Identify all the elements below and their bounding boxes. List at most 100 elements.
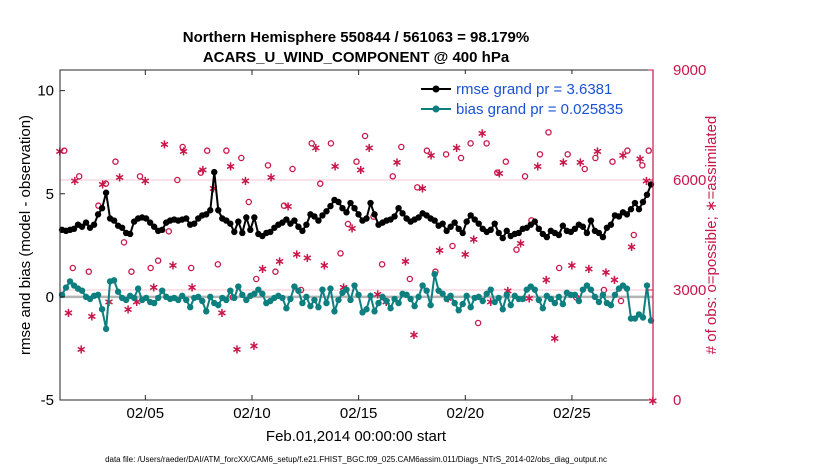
obs-possible-marker [136,173,144,180]
bias-point [62,284,70,291]
bias-point [551,299,559,307]
obs-possible-marker [545,129,552,136]
obs-assimilated-marker: ∗ [283,200,294,215]
rmse-point [299,227,306,235]
bias-point [351,282,358,289]
right-tick-label: 3000 [673,282,706,299]
bias-point [379,293,386,301]
rmse-point [487,226,494,234]
bias-point [255,286,262,293]
bias-point [631,315,639,322]
bias-point [531,286,539,293]
bias-point [142,294,150,302]
rmse-point [491,220,498,227]
x-tick-label: 02/05 [127,405,165,422]
bias-point [235,283,242,290]
bias-point [519,295,526,303]
obs-possible-marker [592,154,599,162]
bias-point [463,292,470,300]
obs-assimilated-marker: ∗ [575,156,586,171]
obs-assimilated-marker: ∗ [148,280,159,295]
obs-assimilated-marker: ∗ [618,148,629,163]
rmse-point [323,208,330,215]
obs-possible-marker [187,264,195,272]
rmse-point [303,221,310,228]
rmse-point [515,229,522,237]
rmse-point [319,212,326,219]
bias-point [447,292,454,300]
obs-possible-marker [521,173,529,180]
rmse-point [615,213,623,220]
obs-assimilated-marker: ∗ [114,170,125,185]
obs-assimilated-marker: ∗ [372,288,383,303]
obs-assimilated-marker: ∗ [330,159,341,174]
rmse-point [239,229,246,237]
legend-rmse-label: rmse grand pr = 3.6381 [456,81,612,98]
bias-point [239,291,246,299]
bias-point [287,295,294,303]
rmse-point [471,216,478,223]
obs-possible-marker [494,169,501,176]
bias-point [343,286,350,293]
obs-possible-marker [203,147,211,154]
bias-point [243,296,250,304]
obs-assimilated-marker: ∗ [302,251,313,266]
rmse-point [371,211,378,218]
obs-assimilated-marker: ∗ [609,273,620,288]
obs-possible-marker [442,151,450,158]
bias-point [611,291,619,299]
right-tick-label: 0 [673,392,681,409]
bias-point [503,291,510,299]
bias-point [299,299,306,307]
obs-assimilated-marker: ∗ [468,233,479,248]
bias-point [467,303,474,311]
rmse-point [355,211,362,218]
right-tick-label: 9000 [673,62,706,79]
rmse-point [102,189,110,196]
rmse-point [579,223,587,230]
bias-point [367,292,374,300]
bias-point [158,287,166,294]
bias-point [291,283,298,290]
obs-possible-marker [457,154,465,162]
bias-point [279,294,286,302]
data-file-footnote: data file: /Users/raeder/DAI/ATM_forcXX/… [105,455,607,464]
bias-point [535,296,543,304]
obs-possible-marker [316,180,324,187]
obs-possible-marker [344,220,352,228]
bias-point [311,296,318,304]
obs-assimilated-marker: ∗ [364,141,375,156]
obs-assimilated-marker: ∗ [140,174,151,189]
rmse-point [110,217,118,224]
chart-title-line1: Northern Hemisphere 550844 / 561063 = 98… [183,29,529,46]
rmse-point [639,198,647,206]
rmse-point [243,214,250,221]
obs-possible-marker [361,132,369,140]
bias-point [183,296,190,304]
bias-point [575,297,583,305]
bias-point [122,296,130,304]
series-layer [58,168,655,333]
bias-point [323,299,330,307]
bias-point [207,293,214,301]
rmse-point [295,223,302,230]
obs-assimilated-marker: ∗ [168,258,179,273]
y-axis-label-right: # of obs: o=possible; ∗=assimilated [703,116,720,355]
obs-possible-marker [513,246,520,253]
rmse-point [475,220,482,227]
rmse-point [231,228,238,236]
obs-assimilated-marker: ∗ [584,262,595,277]
rmse-point [499,234,506,242]
obs-assimilated-marker: ∗ [232,343,243,358]
bias-point [459,300,466,308]
bias-point [559,300,567,308]
bias-point [251,290,258,297]
bias-point [579,286,587,293]
bias-point [327,285,334,292]
bias-point [283,305,290,312]
x-axis: 02/05 02/10 02/15 02/20 02/25 [127,70,591,422]
obs-assimilated-marker: ∗ [178,145,189,160]
left-tick-label: 10 [37,83,54,100]
obs-assimilated-marker: ∗ [131,295,142,310]
